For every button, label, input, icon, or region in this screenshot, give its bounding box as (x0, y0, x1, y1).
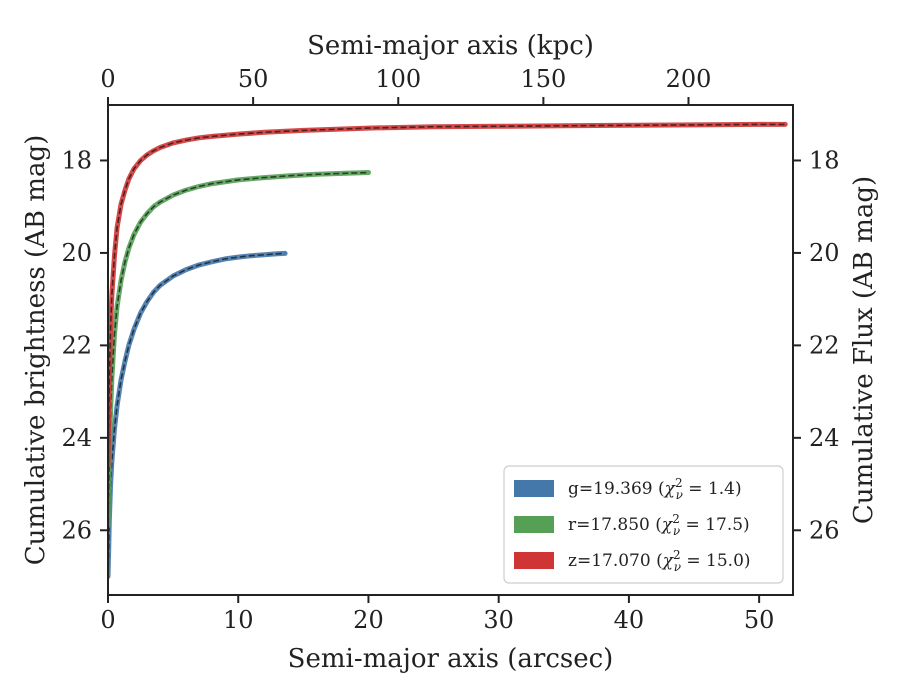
legend-swatch-1 (514, 516, 554, 533)
x-axis-label: Semi-major axis (arcsec) (288, 644, 614, 674)
legend-label-0: g=19.369 (χ2 ν = 1.4) (568, 476, 742, 502)
axis-ticks: 0 10 20 30 40 50 0 50 100 150 200 18 18 20 20 22 22 24 24 2… (61, 65, 839, 634)
top-x-tick-label: 150 (520, 65, 566, 93)
y-tick-label: 22 (61, 331, 92, 359)
x-tick-label: 10 (223, 606, 254, 634)
right-y-tick-label: 24 (809, 424, 840, 452)
right-y-tick-label: 26 (809, 516, 840, 544)
series-line-2 (108, 121, 788, 469)
model-line-0 (108, 252, 286, 577)
x-tick-label: 30 (483, 606, 514, 634)
legend-label-2: z=17.070 (χ2 ν = 15.0) (568, 548, 751, 574)
series-line-1 (108, 170, 371, 529)
y-tick-label: 18 (61, 146, 92, 174)
top-x-tick-label: 50 (238, 65, 269, 93)
y-tick-label: 26 (61, 516, 92, 544)
top-x-tick-label: 0 (100, 65, 115, 93)
plot-curves (108, 121, 788, 579)
right-y-tick-label: 18 (809, 146, 840, 174)
x-tick-label: 0 (100, 606, 115, 634)
top-x-tick-label: 100 (375, 65, 421, 93)
legend: g=19.369 (χ2 ν = 1.4) r=17.850 (χ2 ν = 17.5… (503, 465, 784, 584)
x-tick-label: 50 (744, 606, 775, 634)
series-line-0 (108, 250, 288, 579)
x-tick-label: 40 (614, 606, 645, 634)
legend-swatch-0 (514, 480, 554, 497)
top-x-tick-label: 200 (666, 65, 712, 93)
top-x-axis-label: Semi-major axis (kpc) (307, 31, 594, 61)
legend-box (503, 465, 784, 584)
x-tick-label: 20 (353, 606, 384, 634)
y-tick-label: 24 (61, 424, 92, 452)
right-y-axis-label: Cumulative Flux (AB mag) (849, 176, 879, 524)
legend-label-1: r=17.850 (χ2 ν = 17.5) (568, 512, 750, 538)
plot-frame (107, 104, 794, 596)
y-tick-label: 20 (61, 239, 92, 267)
right-y-tick-label: 20 (809, 239, 840, 267)
legend-swatch-2 (514, 552, 554, 569)
right-y-tick-label: 22 (809, 331, 840, 359)
model-line-1 (108, 171, 369, 526)
y-axis-label: Cumulative brightness (AB mag) (21, 135, 51, 566)
model-line-2 (108, 123, 786, 466)
